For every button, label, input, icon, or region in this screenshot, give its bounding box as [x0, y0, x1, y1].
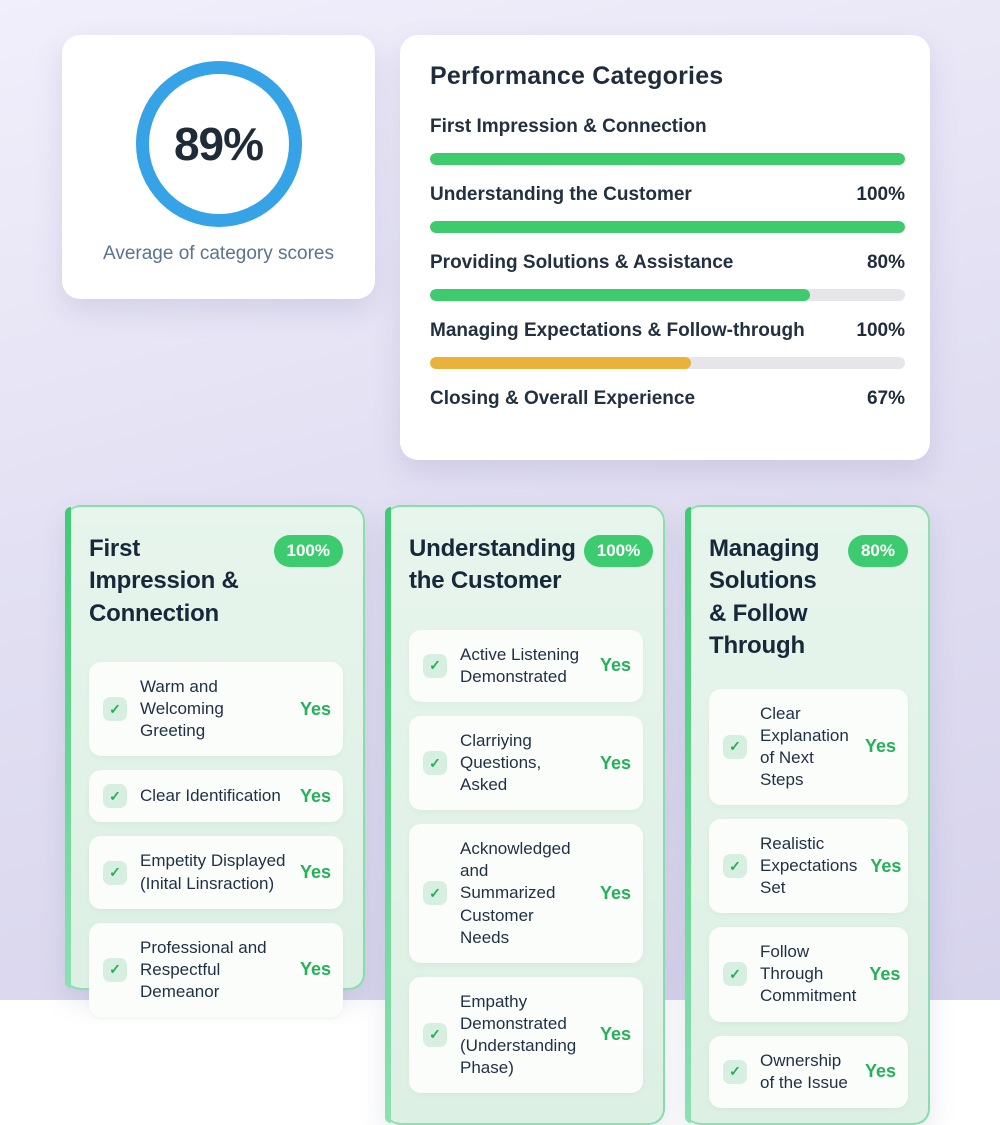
checklist-item-value: Yes: [869, 963, 901, 984]
category-card-title: First Impression & Connection: [89, 535, 239, 627]
average-score-value: 89%: [173, 118, 264, 170]
score-badge: 100%: [273, 535, 343, 567]
checklist-item-label: Professional and Respectful Demeanor: [140, 937, 267, 1001]
performance-row: Managing Expectations & Follow-through 1…: [430, 320, 905, 369]
checklist-item-label: Clear Identification: [140, 786, 281, 806]
performance-row: First Impression & Connection: [430, 116, 905, 165]
checklist-item-label: Clarriying Questions, Asked: [460, 730, 542, 795]
progress-bar: [430, 357, 905, 369]
category-card-title: Managing Solutions & Follow Through: [709, 535, 820, 660]
checklist-item-label: Ownership of the Issue: [760, 1050, 848, 1092]
checklist-item: ✓ Follow Through Commitment Yes: [709, 927, 908, 1022]
category-card-first-impression: First Impression & Connection 100% ✓ War…: [65, 505, 365, 1017]
check-icon: ✓: [423, 1022, 447, 1047]
checklist-item-label: Empetity Displayed (Inital Linsraction): [140, 851, 286, 893]
progress-bar-fill: [430, 289, 810, 301]
checklist-item: ✓ Empetity Displayed (Inital Linsraction…: [89, 836, 343, 909]
check-icon: ✓: [723, 734, 747, 759]
score-badge: 100%: [583, 535, 654, 567]
category-label: First Impression & Connection: [430, 116, 707, 137]
checklist-item-value: Yes: [299, 785, 331, 806]
performance-categories-card: Performance Categories First Impression …: [400, 35, 930, 460]
checklist-item: ✓ Ownership of the Issue Yes: [709, 1035, 908, 1108]
check-icon: ✓: [103, 784, 127, 809]
checklist-item-label: Clear Explanation of Next Steps: [760, 703, 849, 789]
category-card-managing-solutions: Managing Solutions & Follow Through 80% …: [685, 505, 930, 1125]
category-card-title: Understanding the Customer: [409, 535, 576, 595]
category-label: Closing & Overall Experience: [430, 388, 696, 409]
progress-bar: [430, 153, 905, 165]
category-percent: 67%: [866, 388, 905, 409]
category-label: Understanding the Customer: [430, 184, 692, 205]
progress-bar: [430, 221, 905, 233]
average-score-caption: Average of category scores: [103, 243, 334, 264]
progress-bar-fill: [430, 357, 692, 369]
checklist-item-label: Empathy Demonstrated (Understanding Phas…: [460, 991, 577, 1077]
performance-row: Understanding the Customer 100%: [430, 184, 905, 233]
checklist-item: ✓ Professional and Respectful Demeanor Y…: [89, 922, 343, 1017]
checklist-item-value: Yes: [599, 752, 631, 773]
checklist-item-value: Yes: [299, 862, 331, 883]
performance-categories-title: Performance Categories: [430, 62, 724, 90]
check-icon: ✓: [723, 854, 747, 879]
check-icon: ✓: [423, 653, 447, 678]
checklist-item-value: Yes: [599, 1024, 631, 1045]
checklist-item: ✓ Clear Identification Yes: [89, 770, 343, 823]
checklist-item-value: Yes: [599, 882, 631, 903]
score-badge: 80%: [847, 535, 908, 567]
checklist-item-value: Yes: [299, 698, 331, 719]
performance-row: Providing Solutions & Assistance 80%: [430, 252, 905, 301]
average-score-card: 89% Average of category scores: [62, 35, 375, 299]
checklist-item-value: Yes: [870, 855, 902, 876]
checklist-item: ✓ Warm and Welcoming Greeting Yes: [89, 662, 343, 757]
check-icon: ✓: [423, 751, 447, 776]
progress-bar: [430, 289, 905, 301]
category-percent: 80%: [866, 252, 905, 273]
category-percent: 100%: [856, 184, 905, 205]
checklist-item-label: Active Listening Demonstrated: [460, 644, 580, 686]
checklist-item-value: Yes: [299, 959, 331, 980]
checklist-item-label: Realistic Expectations Set: [760, 833, 858, 898]
checklist-item-label: Follow Through Commitment: [760, 942, 857, 1006]
checklist-item: ✓ Active Listening Demonstrated Yes: [409, 629, 643, 702]
checklist-item: ✓ Realistic Expectations Set Yes: [709, 818, 908, 914]
check-icon: ✓: [103, 957, 127, 982]
checklist-item-value: Yes: [864, 736, 896, 757]
checklist-item: ✓ Clear Explanation of Next Steps Yes: [709, 688, 908, 805]
check-icon: ✓: [723, 1059, 747, 1084]
performance-row: Closing & Overall Experience 67%: [430, 388, 905, 410]
card-accent-bar: [65, 507, 71, 988]
checklist-item: ✓ Acknowledged and Summarized Customer N…: [409, 824, 643, 963]
category-label: Providing Solutions & Assistance: [430, 252, 734, 273]
category-percent: 100%: [856, 320, 905, 341]
check-icon: ✓: [103, 860, 127, 885]
check-icon: ✓: [723, 962, 747, 987]
checklist-item-value: Yes: [864, 1061, 896, 1082]
checklist-item: ✓ Empathy Demonstrated (Understanding Ph…: [409, 976, 643, 1094]
card-accent-bar: [685, 507, 691, 1123]
checklist-item: ✓ Clarriying Questions, Asked Yes: [409, 715, 643, 811]
check-icon: ✓: [423, 881, 447, 906]
category-card-understanding-customer: Understanding the Customer 100% ✓ Active…: [385, 505, 665, 1125]
category-label: Managing Expectations & Follow-through: [430, 320, 805, 341]
progress-bar-fill: [430, 153, 905, 165]
checklist-item-label: Warm and Welcoming Greeting: [140, 677, 224, 741]
progress-bar-fill: [430, 221, 905, 233]
check-icon: ✓: [103, 697, 127, 722]
card-accent-bar: [385, 507, 391, 1123]
checklist-item-value: Yes: [599, 655, 631, 676]
checklist-item-label: Acknowledged and Summarized Customer Nee…: [460, 839, 571, 947]
score-ring: 89%: [135, 61, 302, 227]
